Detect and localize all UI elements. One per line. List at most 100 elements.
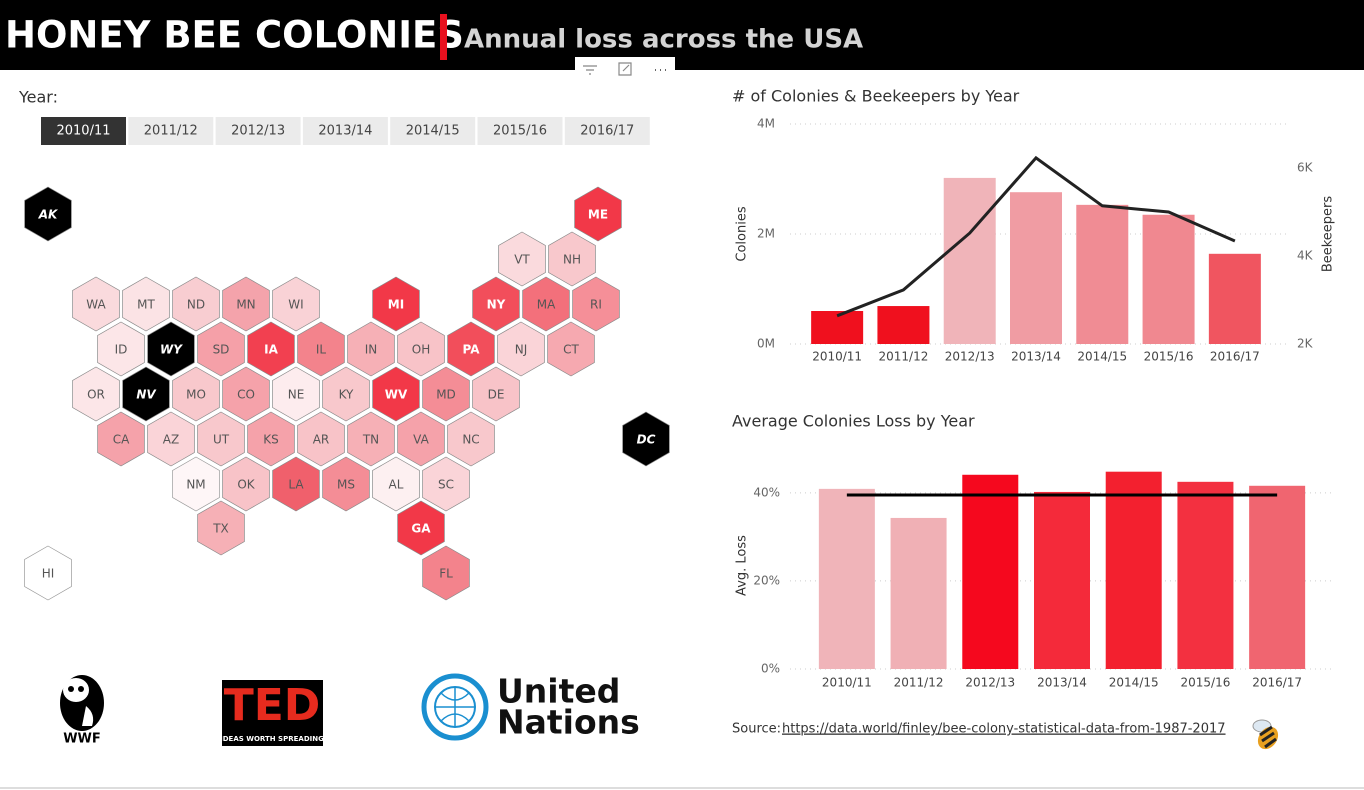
slicer-option[interactable]: 2015/16 [493,124,547,139]
state-hex[interactable] [72,276,120,332]
state-hex[interactable] [122,276,170,332]
state-hex[interactable] [422,545,470,601]
slicer-button[interactable] [41,117,126,145]
slicer-option[interactable]: 2014/15 [406,124,460,139]
state-hex[interactable] [172,366,220,422]
state-hex[interactable] [97,411,145,467]
state-hex[interactable] [472,276,520,332]
slicer-option[interactable]: 2010/11 [56,124,110,139]
state-hex[interactable] [574,186,622,242]
slicer-option[interactable]: 2011/12 [144,124,198,139]
x-tick-label: 2015/16 [1180,676,1230,690]
state-hex[interactable] [247,411,295,467]
state-hex[interactable] [197,411,245,467]
state-hex[interactable] [322,366,370,422]
slicer-button[interactable] [477,117,563,145]
panda-eye [68,686,74,692]
bar[interactable] [890,517,947,669]
bar[interactable] [1105,471,1162,669]
state-label: TN [362,433,379,447]
state-hex[interactable] [622,411,670,467]
slicer-button[interactable] [302,117,388,145]
state-hex[interactable] [172,456,220,512]
x-tick-label: 2016/17 [1252,676,1302,690]
slicer-option[interactable]: 2012/13 [231,124,285,139]
bar[interactable] [1034,491,1090,669]
state-hex[interactable] [272,366,320,422]
state-hex[interactable] [297,411,345,467]
state-hex[interactable] [24,545,72,601]
state-hex[interactable] [372,456,420,512]
state-hex[interactable] [24,186,72,242]
state-hex[interactable] [372,276,420,332]
state-label: AR [313,433,330,447]
y-axis-title: Avg. Loss [735,535,750,596]
state-hex[interactable] [447,321,495,377]
state-hex[interactable] [548,231,596,287]
state-label: VA [413,433,429,447]
y-tick-label: 0% [761,662,780,676]
bar[interactable] [811,311,864,344]
bar[interactable] [1076,204,1129,344]
state-hex[interactable] [397,500,445,556]
state-hex[interactable] [472,366,520,422]
state-hex[interactable] [222,276,270,332]
bar[interactable] [943,177,996,344]
state-hex[interactable] [522,276,570,332]
ted-tagline: IDEAS WORTH SPREADING [220,735,324,743]
state-hex[interactable] [272,456,320,512]
state-hex[interactable] [297,321,345,377]
slicer-button[interactable] [128,117,214,145]
bar[interactable] [818,488,875,669]
state-label: WV [385,388,408,402]
state-hex[interactable] [97,321,145,377]
slicer-button[interactable] [215,117,301,145]
state-hex[interactable] [72,366,120,422]
state-label: MS [337,478,355,492]
state-hex[interactable] [422,456,470,512]
bar[interactable] [1010,192,1062,344]
state-hex[interactable] [247,321,295,377]
bar[interactable] [1177,481,1234,669]
bar[interactable] [877,306,930,344]
y-tick-label: 20% [753,573,780,587]
state-hex[interactable] [197,321,245,377]
bar[interactable] [1249,485,1306,669]
filter-icon[interactable] [583,65,597,75]
slicer-option[interactable]: 2016/17 [580,124,634,139]
bar[interactable] [962,474,1019,669]
state-hex[interactable] [572,276,620,332]
state-hex[interactable] [122,366,170,422]
state-hex[interactable] [347,411,395,467]
state-hex[interactable] [497,321,545,377]
bar[interactable] [1142,214,1195,344]
state-hex[interactable] [147,321,195,377]
state-hex[interactable] [172,276,220,332]
state-hex[interactable] [322,456,370,512]
bar[interactable] [1208,253,1261,344]
slicer-button[interactable] [564,117,650,145]
state-hex[interactable] [547,321,595,377]
state-hex[interactable] [147,411,195,467]
source-label: Source: [732,722,781,737]
state-hex[interactable] [222,456,270,512]
state-hex[interactable] [422,366,470,422]
state-label: MT [137,298,155,312]
state-hex[interactable] [498,231,546,287]
state-hex[interactable] [222,366,270,422]
source-link[interactable]: https://data.world/finley/bee-colony-sta… [782,722,1226,737]
state-hex[interactable] [347,321,395,377]
state-hex[interactable] [447,411,495,467]
state-label: NE [288,388,305,402]
state-label: KY [339,388,354,402]
state-hex[interactable] [197,500,245,556]
bee-icon [1252,719,1279,750]
slicer-option[interactable]: 2013/14 [318,124,372,139]
state-hex[interactable] [372,366,420,422]
state-hex[interactable] [272,276,320,332]
slicer-button[interactable] [390,117,476,145]
state-hex[interactable] [397,321,445,377]
state-hex[interactable] [397,411,445,467]
focus-icon[interactable] [618,62,632,76]
